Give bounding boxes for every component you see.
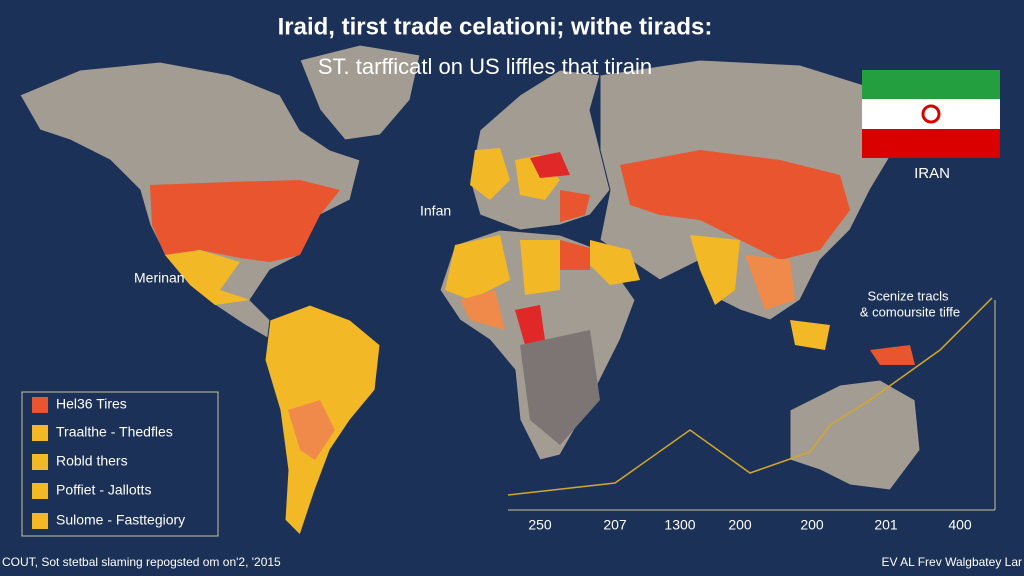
legend-label: Poffiet - Jallotts xyxy=(56,482,151,498)
iran-flag xyxy=(862,70,1000,158)
flag-red xyxy=(862,129,1000,158)
india-region xyxy=(690,235,740,305)
legend-swatch xyxy=(32,397,48,413)
indonesia-region xyxy=(790,320,830,350)
flag-white xyxy=(862,99,1000,129)
flag-label: IRAN xyxy=(914,165,950,182)
legend-swatch xyxy=(32,483,48,499)
usa-region xyxy=(150,180,340,262)
inset-axis-label: 1300 xyxy=(664,517,695,533)
footer-right: EV AL Frev Walgbatey Lar xyxy=(881,555,1022,569)
inset-axis-label: 200 xyxy=(800,517,824,533)
greenland xyxy=(299,44,421,141)
legend-swatch xyxy=(32,513,48,529)
australia xyxy=(789,379,921,491)
eu-red xyxy=(530,152,570,178)
arabia-region xyxy=(590,240,640,285)
flag-emblem xyxy=(921,104,941,124)
legend-label: Sulome - Fasttegiory xyxy=(56,512,185,528)
inset-axis-label: 400 xyxy=(948,517,972,533)
se-asia-region xyxy=(745,255,795,310)
map-label: Merinan xyxy=(134,270,185,286)
af-north xyxy=(445,235,510,300)
eu-east xyxy=(560,190,590,222)
footer-left: COUT, Sot stetbal slaming repogsted om o… xyxy=(2,555,281,569)
af-east xyxy=(560,240,590,270)
legend-swatch xyxy=(32,425,48,441)
flag-green xyxy=(862,70,1000,99)
china-russia-region xyxy=(620,150,850,260)
af-egypt xyxy=(520,240,560,295)
inset-axis-label: 201 xyxy=(874,517,898,533)
legend-swatch xyxy=(32,454,48,470)
legend-box xyxy=(21,391,219,537)
af-south xyxy=(520,330,600,445)
subtitle: ST. tarfficatl on US liffles that tirain xyxy=(318,54,652,79)
legend-label: Traalthe - Thedfles xyxy=(56,424,173,440)
af-west xyxy=(460,290,505,330)
eu-west xyxy=(470,148,510,200)
world-map xyxy=(19,44,921,536)
trend-line xyxy=(507,297,993,496)
sa-region xyxy=(288,400,335,460)
inset-axis-label: 250 xyxy=(528,517,552,533)
legend-label: Hel36 Tires xyxy=(56,396,127,412)
map-label: Infan xyxy=(420,203,451,219)
inset-note: & comoursite tiffe xyxy=(860,304,960,319)
title: Iraid, tirst trade celationi; withe tira… xyxy=(278,13,713,40)
af-red xyxy=(515,305,545,345)
mexico-region xyxy=(165,250,250,305)
inset-axis-label: 207 xyxy=(603,517,627,533)
inset-note: Scenize tracls xyxy=(868,288,949,303)
inset-axis-label: 200 xyxy=(728,517,752,533)
inset-chart xyxy=(507,297,996,511)
png-region xyxy=(870,345,915,365)
legend-label: Robld thers xyxy=(56,453,128,469)
